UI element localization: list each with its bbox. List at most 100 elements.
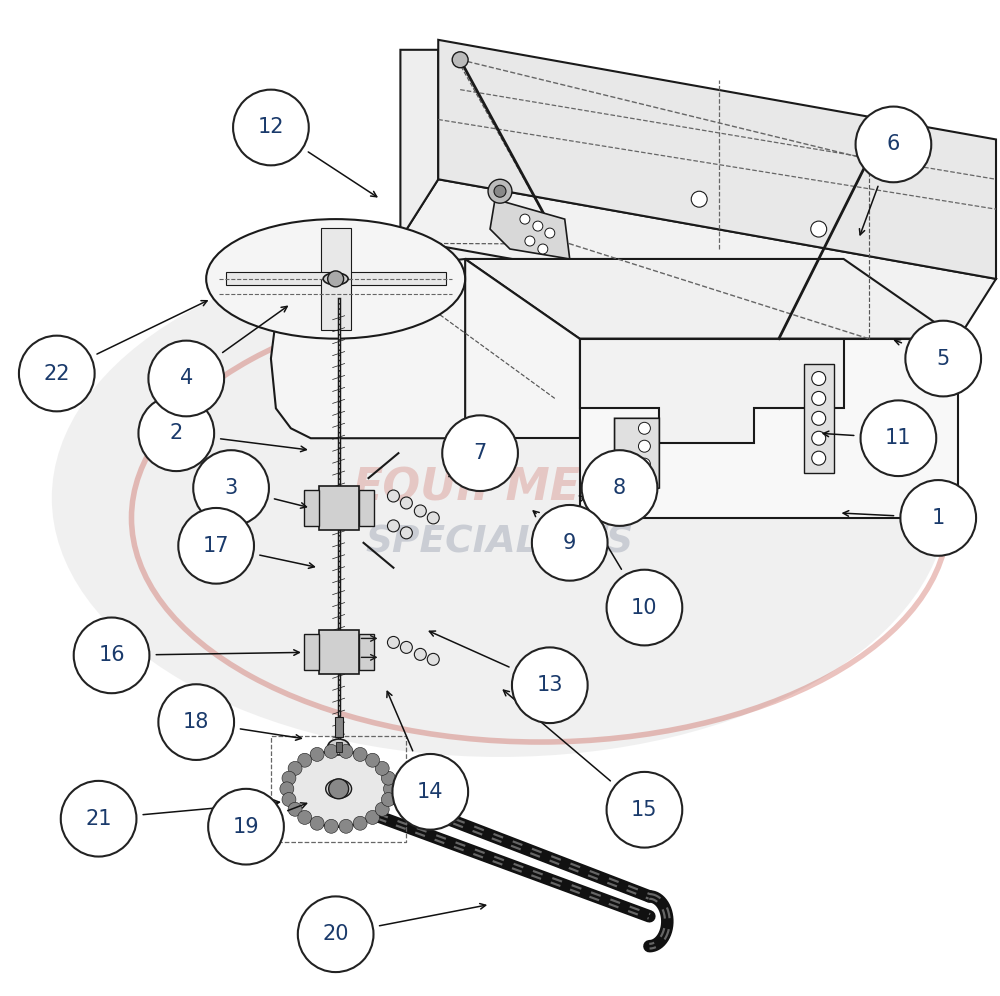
Circle shape	[900, 480, 976, 556]
Circle shape	[288, 761, 302, 775]
Circle shape	[905, 321, 981, 396]
Text: 16: 16	[98, 645, 125, 665]
Bar	[335, 717, 343, 737]
Circle shape	[375, 761, 389, 775]
Ellipse shape	[287, 751, 390, 827]
Ellipse shape	[323, 273, 348, 285]
Polygon shape	[490, 199, 570, 259]
Polygon shape	[400, 50, 438, 239]
Text: 10: 10	[631, 598, 658, 618]
Ellipse shape	[206, 219, 465, 339]
Text: 20: 20	[322, 924, 349, 944]
Circle shape	[298, 811, 312, 825]
Circle shape	[638, 422, 650, 434]
Circle shape	[339, 744, 353, 758]
Circle shape	[387, 490, 399, 502]
Circle shape	[861, 151, 876, 167]
Circle shape	[353, 747, 367, 761]
Polygon shape	[271, 259, 465, 438]
Polygon shape	[321, 279, 351, 330]
Circle shape	[381, 771, 395, 785]
Text: INC: INC	[591, 486, 608, 496]
Circle shape	[452, 52, 468, 68]
Circle shape	[525, 236, 535, 246]
Text: 6: 6	[887, 134, 900, 154]
Text: 2: 2	[170, 423, 183, 443]
Circle shape	[375, 803, 389, 817]
Text: 9: 9	[563, 533, 576, 553]
Ellipse shape	[326, 779, 352, 799]
Text: 19: 19	[233, 817, 259, 837]
Circle shape	[282, 793, 296, 807]
Circle shape	[298, 753, 312, 767]
Circle shape	[812, 411, 826, 425]
Circle shape	[533, 221, 543, 231]
Bar	[319, 630, 359, 674]
Bar	[336, 742, 342, 752]
Polygon shape	[615, 418, 659, 493]
Circle shape	[158, 684, 234, 760]
Circle shape	[366, 811, 380, 825]
Bar	[359, 634, 374, 670]
Text: 3: 3	[224, 478, 238, 498]
Circle shape	[400, 641, 412, 653]
Polygon shape	[226, 272, 336, 285]
Text: 4: 4	[180, 369, 193, 388]
Circle shape	[812, 372, 826, 385]
Circle shape	[427, 512, 439, 524]
Polygon shape	[400, 179, 996, 339]
Text: 18: 18	[183, 712, 209, 732]
Text: 13: 13	[537, 675, 563, 695]
Polygon shape	[465, 259, 958, 339]
Ellipse shape	[328, 739, 350, 755]
Circle shape	[387, 520, 399, 532]
Circle shape	[414, 505, 426, 517]
Circle shape	[520, 214, 530, 224]
Circle shape	[414, 648, 426, 660]
Circle shape	[812, 391, 826, 405]
Polygon shape	[336, 272, 446, 285]
Polygon shape	[804, 364, 834, 473]
Circle shape	[61, 781, 136, 857]
Circle shape	[329, 779, 349, 799]
Circle shape	[339, 820, 353, 834]
Circle shape	[138, 395, 214, 471]
Text: 12: 12	[258, 118, 284, 137]
Polygon shape	[321, 228, 351, 279]
Polygon shape	[465, 259, 580, 438]
Circle shape	[427, 653, 439, 665]
Circle shape	[488, 179, 512, 203]
Circle shape	[442, 415, 518, 491]
Circle shape	[19, 336, 95, 411]
Text: 7: 7	[473, 443, 487, 463]
Circle shape	[324, 744, 338, 758]
Circle shape	[691, 191, 707, 207]
Text: 15: 15	[631, 800, 658, 820]
Circle shape	[208, 789, 284, 865]
Text: 14: 14	[417, 782, 444, 802]
Ellipse shape	[52, 239, 948, 757]
Circle shape	[607, 772, 682, 848]
Circle shape	[310, 817, 324, 831]
Text: SPECIALISTS: SPECIALISTS	[366, 525, 634, 561]
Circle shape	[233, 90, 309, 165]
Circle shape	[400, 497, 412, 509]
Circle shape	[383, 782, 397, 796]
Bar	[319, 486, 359, 530]
Polygon shape	[438, 40, 996, 279]
Circle shape	[638, 440, 650, 452]
Circle shape	[811, 221, 827, 237]
Circle shape	[328, 271, 344, 287]
Text: 22: 22	[44, 364, 70, 383]
Text: EQUIPMENT: EQUIPMENT	[352, 466, 648, 510]
Circle shape	[538, 244, 548, 254]
Circle shape	[812, 431, 826, 445]
Circle shape	[288, 803, 302, 817]
Text: 17: 17	[203, 536, 229, 556]
Circle shape	[280, 782, 294, 796]
Circle shape	[638, 458, 650, 470]
Circle shape	[324, 820, 338, 834]
Circle shape	[178, 508, 254, 584]
Text: ™: ™	[588, 509, 601, 523]
Bar	[304, 490, 319, 526]
